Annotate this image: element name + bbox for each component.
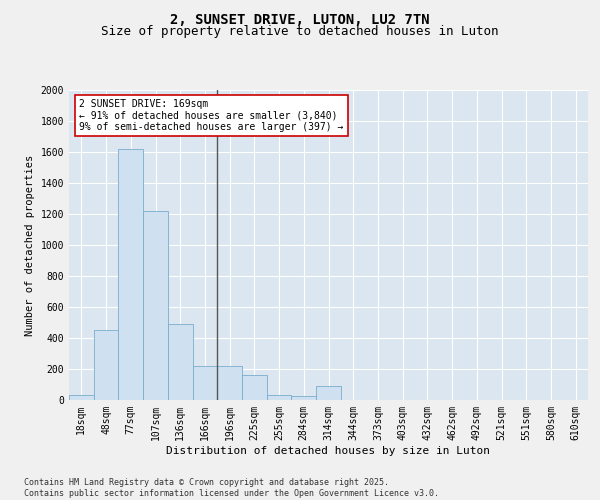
Bar — [118, 149, 143, 400]
Text: 2 SUNSET DRIVE: 169sqm
← 91% of detached houses are smaller (3,840)
9% of semi-d: 2 SUNSET DRIVE: 169sqm ← 91% of detached… — [79, 100, 344, 132]
Bar — [217, 366, 242, 400]
Bar — [242, 375, 267, 400]
Bar — [94, 330, 118, 400]
Bar — [267, 396, 292, 400]
Text: Size of property relative to detached houses in Luton: Size of property relative to detached ho… — [101, 25, 499, 38]
Y-axis label: Number of detached properties: Number of detached properties — [25, 154, 35, 336]
Text: Contains HM Land Registry data © Crown copyright and database right 2025.
Contai: Contains HM Land Registry data © Crown c… — [24, 478, 439, 498]
Bar — [69, 396, 94, 400]
Text: 2, SUNSET DRIVE, LUTON, LU2 7TN: 2, SUNSET DRIVE, LUTON, LU2 7TN — [170, 12, 430, 26]
Bar — [143, 211, 168, 400]
Bar — [168, 324, 193, 400]
Bar — [193, 366, 217, 400]
Bar — [292, 396, 316, 400]
Bar — [316, 386, 341, 400]
X-axis label: Distribution of detached houses by size in Luton: Distribution of detached houses by size … — [167, 446, 491, 456]
